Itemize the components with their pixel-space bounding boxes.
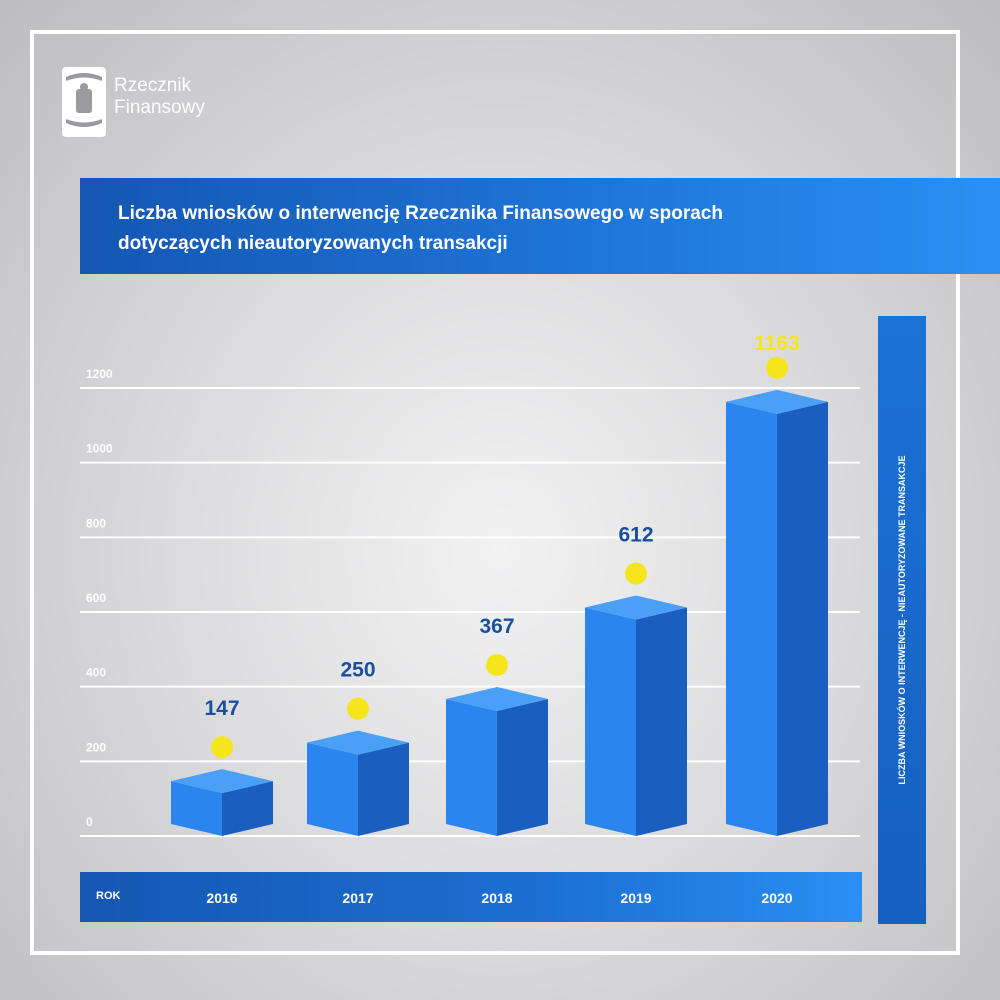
- y-tick-label-600: 600: [86, 591, 106, 605]
- x-tick-label-2019: 2019: [620, 890, 652, 906]
- bar-left-face: [585, 607, 636, 836]
- title-banner: [80, 178, 1000, 274]
- bar-2020: [726, 389, 828, 836]
- chart-title: Liczba wniosków o interwencję Rzecznika …: [118, 203, 723, 254]
- bar-right-face: [636, 607, 687, 836]
- bar-top-face: [171, 769, 273, 794]
- y-tick-label-1200: 1200: [86, 367, 113, 381]
- y-axis-banner: [878, 316, 926, 924]
- value-label-2017: 250: [340, 659, 375, 682]
- bar-left-face: [171, 781, 222, 836]
- x-tick-label-2020: 2020: [761, 890, 793, 906]
- bar-2019: [585, 595, 687, 836]
- value-label-2016: 147: [204, 697, 239, 720]
- value-marker-2020: [766, 356, 788, 379]
- y-axis-label: LICZBA WNIOSKÓW O INTERWENCJĘ - NIEAUTOR…: [897, 455, 907, 785]
- value-label-2020: 1163: [754, 332, 800, 355]
- value-label-2019: 612: [618, 524, 653, 547]
- logo: Rzecznik Finansowy: [62, 67, 242, 139]
- bar-top-face: [726, 389, 828, 414]
- value-marker-2016: [211, 736, 233, 759]
- bar-right-face: [497, 698, 548, 836]
- x-axis-banner: [80, 872, 862, 922]
- bar-top-face: [585, 595, 687, 620]
- y-tick-label-400: 400: [86, 666, 106, 680]
- y-tick-label-800: 800: [86, 516, 106, 530]
- bar-2018: [446, 686, 548, 836]
- x-axis-label: ROK: [96, 890, 121, 902]
- x-tick-label-2017: 2017: [342, 890, 374, 906]
- x-tick-label-2018: 2018: [481, 890, 513, 906]
- x-tick-label-2016: 2016: [206, 890, 238, 906]
- y-tick-label-0: 0: [86, 815, 93, 829]
- bar-right-face: [222, 781, 273, 836]
- bar-right-face: [777, 401, 828, 836]
- value-marker-2017: [347, 697, 369, 720]
- bar-left-face: [307, 742, 358, 836]
- y-tick-label-1000: 1000: [86, 442, 113, 456]
- logo-text: Rzecznik Finansowy: [114, 75, 205, 118]
- y-tick-label-200: 200: [86, 740, 106, 754]
- bar-top-face: [307, 730, 409, 755]
- bar-2016: [171, 769, 273, 836]
- logo-icon: [62, 67, 106, 137]
- bar-top-face: [446, 686, 548, 711]
- value-marker-2019: [625, 562, 647, 585]
- value-marker-2018: [486, 653, 508, 676]
- outer-frame: [30, 30, 960, 955]
- bar-2017: [307, 730, 409, 836]
- bar-right-face: [358, 742, 409, 836]
- bar-left-face: [446, 698, 497, 836]
- bar-left-face: [726, 401, 777, 836]
- value-label-2018: 367: [479, 615, 514, 638]
